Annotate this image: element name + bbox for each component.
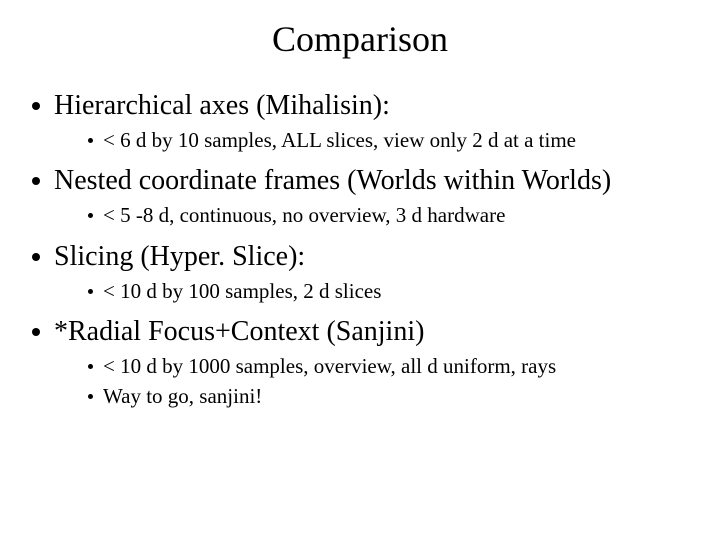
- item-group-0: Hierarchical axes (Mihalisin): < 6 d by …: [24, 88, 696, 153]
- bullet-dot: [32, 253, 40, 261]
- bullet-dot: [32, 328, 40, 336]
- bullet-l2: < 5 -8 d, continuous, no overview, 3 d h…: [88, 202, 696, 228]
- bullet-dot: [88, 213, 93, 218]
- bullet-dot: [88, 394, 93, 399]
- bullet-l1-text: Slicing (Hyper. Slice):: [54, 239, 305, 274]
- bullet-l2: < 6 d by 10 samples, ALL slices, view on…: [88, 127, 696, 153]
- bullet-l2-text: < 10 d by 1000 samples, overview, all d …: [103, 353, 556, 379]
- bullet-l1: *Radial Focus+Context (Sanjini): [32, 314, 696, 349]
- bullet-l2-text: < 10 d by 100 samples, 2 d slices: [103, 278, 381, 304]
- bullet-dot: [32, 102, 40, 110]
- bullet-l2-text: < 5 -8 d, continuous, no overview, 3 d h…: [103, 202, 505, 228]
- bullet-dot: [88, 138, 93, 143]
- bullet-dot: [32, 177, 40, 185]
- bullet-l2: < 10 d by 1000 samples, overview, all d …: [88, 353, 696, 379]
- item-group-3: *Radial Focus+Context (Sanjini) < 10 d b…: [24, 314, 696, 410]
- slide-title: Comparison: [24, 18, 696, 60]
- bullet-dot: [88, 289, 93, 294]
- bullet-l2-text: Way to go, sanjini!: [103, 383, 262, 409]
- bullet-l1-text: Nested coordinate frames (Worlds within …: [54, 163, 611, 198]
- bullet-l1: Hierarchical axes (Mihalisin):: [32, 88, 696, 123]
- bullet-l2-text: < 6 d by 10 samples, ALL slices, view on…: [103, 127, 576, 153]
- bullet-l2: < 10 d by 100 samples, 2 d slices: [88, 278, 696, 304]
- bullet-l1: Slicing (Hyper. Slice):: [32, 239, 696, 274]
- bullet-l1-text: Hierarchical axes (Mihalisin):: [54, 88, 390, 123]
- bullet-l1-text: *Radial Focus+Context (Sanjini): [54, 314, 424, 349]
- bullet-l1: Nested coordinate frames (Worlds within …: [32, 163, 696, 198]
- item-group-1: Nested coordinate frames (Worlds within …: [24, 163, 696, 228]
- bullet-l2: Way to go, sanjini!: [88, 383, 696, 409]
- bullet-dot: [88, 364, 93, 369]
- item-group-2: Slicing (Hyper. Slice): < 10 d by 100 sa…: [24, 239, 696, 304]
